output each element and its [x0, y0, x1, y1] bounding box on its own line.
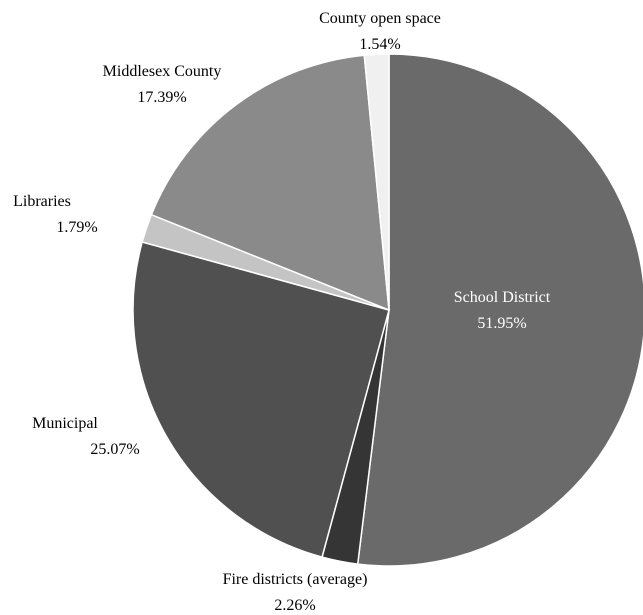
slice-county-open-space: [363, 53, 390, 311]
slice-labels: School District 51.95% Fire districts (ave…: [13, 10, 551, 614]
slice-label: Municipal: [32, 415, 98, 432]
slice-label: Libraries: [13, 193, 71, 210]
slice-label: Middlesex County: [103, 63, 222, 80]
slice-value-label: 2.26%: [274, 597, 315, 614]
slice-middlesex-county: [150, 54, 390, 312]
slice-municipal: [132, 241, 390, 559]
pie-slices: [132, 53, 643, 567]
slice-value-label: 17.39%: [137, 89, 186, 106]
slice-label: Fire districts (average): [223, 571, 368, 588]
slice-value-label: 51.95%: [477, 315, 526, 332]
slice-value-label: 1.79%: [56, 219, 97, 236]
slice-school-district: [356, 53, 643, 567]
slice-value-label: 25.07%: [90, 441, 139, 458]
slice-label: County open space: [319, 10, 441, 27]
slice-label: School District: [454, 289, 551, 306]
slice-value-label: 1.54%: [359, 36, 400, 53]
